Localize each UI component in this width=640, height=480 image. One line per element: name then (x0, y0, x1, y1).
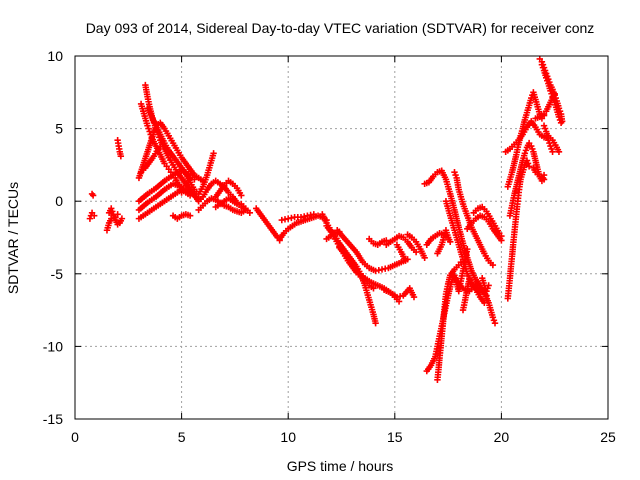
data-point-arc-53 (551, 90, 558, 97)
y-tick-label: 10 (47, 48, 63, 64)
data-point-arc-35 (447, 238, 454, 246)
data-markers (86, 55, 566, 383)
y-tick-label: -10 (43, 338, 63, 354)
data-point-arc-49 (555, 148, 563, 156)
data-point-arc-32 (421, 254, 428, 262)
data-point-arc-38 (489, 261, 497, 269)
y-tick-labels: -15 -10 -5 0 5 10 (43, 48, 63, 427)
data-point-arc-52 (557, 119, 565, 126)
data-point-arc-46 (525, 163, 533, 170)
data-point-arc-40 (498, 237, 505, 244)
data-point-arc-13 (159, 141, 166, 148)
x-tick-label: 15 (387, 429, 403, 445)
plot-frame (74, 55, 609, 420)
x-tick-label: 20 (494, 429, 510, 445)
data-point-arc-45 (485, 282, 492, 289)
y-tick-label: -15 (43, 411, 63, 427)
data-point-arc-42 (457, 258, 465, 266)
x-tick-label: 25 (600, 429, 616, 445)
x-axis-label: GPS time / hours (287, 458, 394, 474)
x-tick-label: 0 (71, 429, 79, 445)
y-tick-label: 5 (55, 121, 63, 137)
y-axis-label: SDTVAR / TECUs (5, 182, 21, 294)
data-point-arc-20 (246, 209, 254, 217)
data-point-arc-15 (210, 150, 217, 157)
data-point-arc-18 (238, 192, 245, 199)
chart-title: Day 093 of 2014, Sidereal Day-to-day VTE… (86, 20, 595, 36)
y-tick-label: 0 (55, 193, 63, 209)
data-point-arc-54 (549, 148, 556, 156)
x-tick-label: 5 (178, 429, 186, 445)
data-point-arc-12 (186, 192, 194, 199)
data-point-arc-36 (491, 319, 499, 327)
data-point-arc-44 (476, 290, 484, 298)
data-point-arc-5 (117, 152, 125, 160)
data-point-arc-41 (464, 245, 471, 253)
data-point-arc-37 (481, 299, 488, 307)
y-tick-label: -5 (51, 266, 64, 282)
x-tick-labels: 0 5 10 15 20 25 (71, 429, 616, 445)
data-point-arc-33 (402, 257, 409, 264)
data-point-arc-2 (90, 212, 98, 219)
data-point-arc-3 (118, 215, 126, 222)
data-point-arc-14 (186, 212, 194, 219)
data-point-arc-50 (540, 176, 548, 183)
data-point-arc-29 (410, 293, 418, 301)
data-point-arc-24 (372, 319, 379, 327)
data-point-arc-1 (89, 192, 97, 199)
x-tick-label: 10 (280, 429, 296, 445)
data-point-arc-28 (395, 298, 403, 305)
data-point-arc-23 (310, 211, 317, 218)
data-point-arc-10 (191, 176, 198, 183)
data-point-arc-4 (114, 211, 121, 218)
axis-ticks (74, 55, 609, 420)
